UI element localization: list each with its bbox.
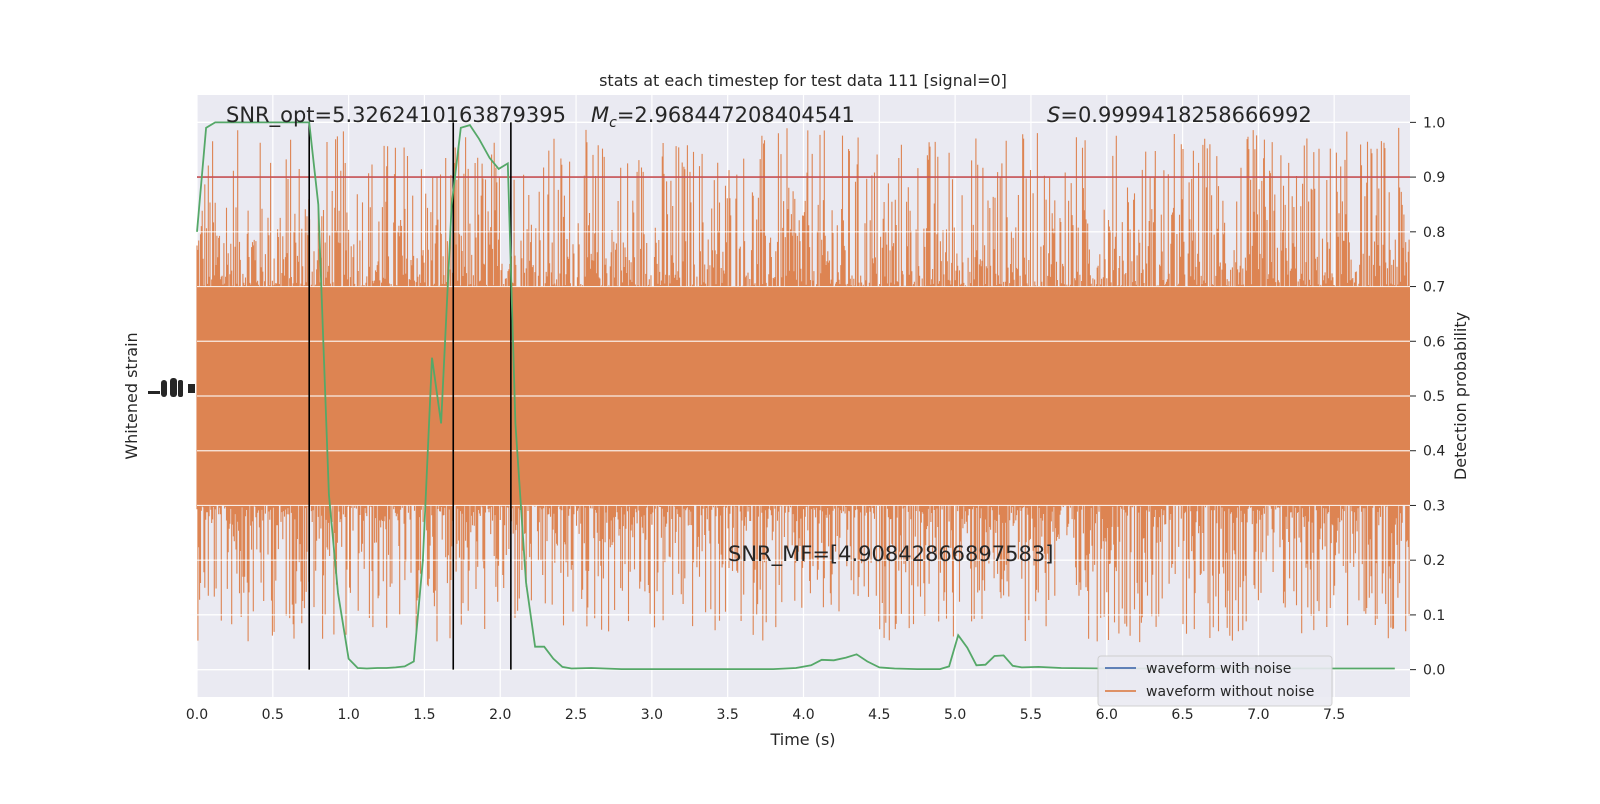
legend-label-without-noise: waveform without noise — [1146, 684, 1314, 700]
y-tick-label: 0.5 — [1423, 389, 1445, 405]
y-tick-label: 1.0 — [1423, 115, 1445, 131]
detection-probability-line — [196, 121, 1395, 670]
x-tick-label: 1.5 — [413, 707, 435, 723]
x-tick-label: 4.0 — [792, 707, 814, 723]
detection-probability-series — [196, 121, 1395, 670]
x-tick-label: 6.5 — [1171, 707, 1193, 723]
annotation-snr-mf: SNR_MF=[4.90842866897583] — [728, 542, 1053, 567]
x-tick-label: 1.0 — [337, 707, 359, 723]
annotation-snr-opt: SNR_opt=5.3262410163879395 — [226, 103, 566, 128]
x-tick-label: 0.5 — [262, 707, 284, 723]
vertical-markers — [308, 122, 512, 670]
annotation-chirp-mass: Mc=2.968447208404541 — [591, 103, 855, 131]
x-tick-label: 3.0 — [641, 707, 663, 723]
left-axis-tick-cluster — [148, 378, 195, 397]
y-tick-label: 0.3 — [1423, 498, 1445, 514]
x-tick-label: 5.5 — [1020, 707, 1042, 723]
x-tick-label: 3.5 — [717, 707, 739, 723]
legend-label-with-noise: waveform with noise — [1146, 661, 1291, 677]
left-y-axis-label: Whitened strain — [122, 332, 141, 459]
chart-title: stats at each timestep for test data 111… — [599, 71, 1007, 90]
y-tick-label: 0.8 — [1423, 225, 1445, 241]
x-tick-label: 5.0 — [944, 707, 966, 723]
y-tick-label: 0.0 — [1423, 663, 1445, 679]
right-y-axis-label: Detection probability — [1451, 312, 1470, 480]
x-tick-label: 6.0 — [1096, 707, 1118, 723]
x-tick-label: 4.5 — [868, 707, 890, 723]
ticks: 0.0 0.5 1.0 1.5 2.0 2.5 3.0 3.5 4.0 4.5 5.0 5.5 6.0 6… — [186, 115, 1445, 723]
y-tick-label: 0.4 — [1423, 444, 1445, 460]
y-tick-label: 0.6 — [1423, 334, 1445, 350]
legend: waveform with noise waveform without noi… — [1097, 655, 1333, 707]
x-tick-label: 7.5 — [1323, 707, 1345, 723]
x-tick-label: 7.0 — [1247, 707, 1269, 723]
x-tick-label: 2.5 — [565, 707, 587, 723]
y-tick-label: 0.9 — [1423, 170, 1445, 186]
y-tick-label: 0.2 — [1423, 553, 1445, 569]
y-tick-label: 0.7 — [1423, 280, 1445, 296]
x-tick-label: 2.0 — [489, 707, 511, 723]
annotation-s: S=0.9999418258666992 — [1047, 103, 1312, 127]
x-axis-label: Time (s) — [769, 730, 835, 749]
y-tick-label: 0.1 — [1423, 608, 1445, 624]
x-tick-label: 0.0 — [186, 707, 208, 723]
grid-overlay — [197, 121, 1410, 671]
